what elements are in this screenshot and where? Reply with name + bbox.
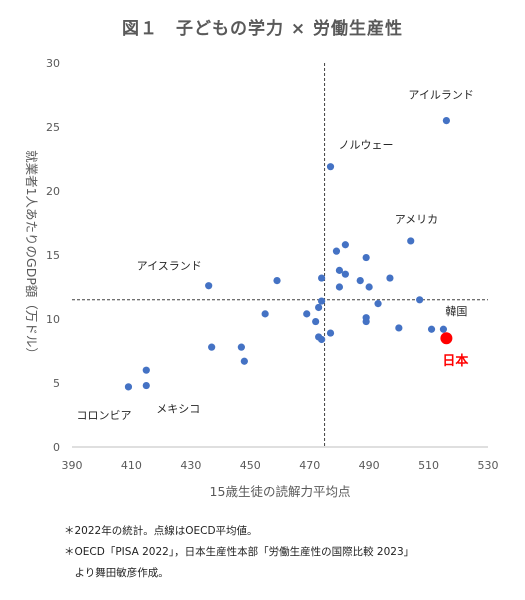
y-tick-label: 5 xyxy=(53,377,60,390)
data-point xyxy=(326,329,335,337)
data-point xyxy=(386,274,394,282)
x-tick-label: 470 xyxy=(299,459,320,472)
data-point xyxy=(205,282,213,290)
y-tick-label: 25 xyxy=(46,121,60,134)
x-tick-label: 530 xyxy=(478,459,499,472)
x-tick-label: 450 xyxy=(240,459,261,472)
data-point xyxy=(237,343,245,351)
data-point xyxy=(407,237,415,245)
point-label: 日本 xyxy=(442,353,468,369)
x-tick-label: 510 xyxy=(418,459,439,472)
data-point xyxy=(427,325,436,333)
y-axis-title: 就業者1人あたりのGDP額（万ドル） xyxy=(24,150,39,360)
point-label: コロンビア xyxy=(76,409,131,422)
data-point xyxy=(365,283,373,291)
data-point xyxy=(341,270,349,278)
data-point xyxy=(362,253,370,262)
point-label: アイルランド xyxy=(408,89,473,102)
data-point xyxy=(312,317,320,326)
x-tick-label: 410 xyxy=(121,459,142,472)
point-label: ノルウェー xyxy=(339,139,394,152)
x-tick-label: 490 xyxy=(359,459,380,472)
y-tick-label: 30 xyxy=(46,57,60,70)
point-label: 韓国 xyxy=(445,305,467,318)
data-points xyxy=(124,117,453,391)
data-point xyxy=(315,303,323,312)
point-label: メキシコ xyxy=(156,403,200,416)
data-point xyxy=(335,283,344,291)
footnote-statistics: ＊2022年の統計。点線はOECD平均値。 xyxy=(64,525,258,537)
x-tick-label: 390 xyxy=(62,459,83,472)
chart-title: 図１ 子どもの学力 × 労働生産性 xyxy=(121,19,404,39)
data-point xyxy=(208,343,216,351)
data-point xyxy=(318,274,326,282)
data-point xyxy=(303,310,311,318)
data-point xyxy=(416,296,424,304)
data-point xyxy=(356,277,364,285)
data-point xyxy=(374,300,382,308)
footnote-source: ＊OECD「PISA 2022」，日本生産性本部「労働生産性の国際比較 2023… xyxy=(64,546,415,558)
data-point xyxy=(261,310,269,318)
data-point xyxy=(341,241,349,249)
data-point xyxy=(318,297,326,305)
y-tick-label: 20 xyxy=(46,185,60,198)
data-point xyxy=(395,324,403,332)
data-point xyxy=(332,247,341,255)
data-point xyxy=(142,366,150,374)
data-point xyxy=(326,163,335,171)
data-point xyxy=(318,335,326,344)
x-tick-label: 430 xyxy=(180,459,201,472)
reference-lines xyxy=(72,63,488,447)
data-point xyxy=(240,357,248,365)
data-point xyxy=(124,383,133,391)
data-point xyxy=(142,381,150,390)
y-tick-label: 10 xyxy=(46,313,60,326)
footnote-author: より舞田敏彦作成。 xyxy=(64,567,169,579)
y-tick-label: 15 xyxy=(46,249,60,262)
x-axis-title: 15歳生徒の読解力平均点 xyxy=(210,484,351,499)
y-tick-label: 0 xyxy=(53,441,60,454)
point-label: アイスランド xyxy=(137,260,202,273)
data-point xyxy=(362,317,370,326)
data-point xyxy=(335,266,344,274)
data-point xyxy=(273,277,281,285)
data-point xyxy=(439,325,448,333)
data-point xyxy=(442,117,450,125)
point-label: アメリカ xyxy=(395,213,438,226)
data-point-highlight xyxy=(440,332,453,345)
